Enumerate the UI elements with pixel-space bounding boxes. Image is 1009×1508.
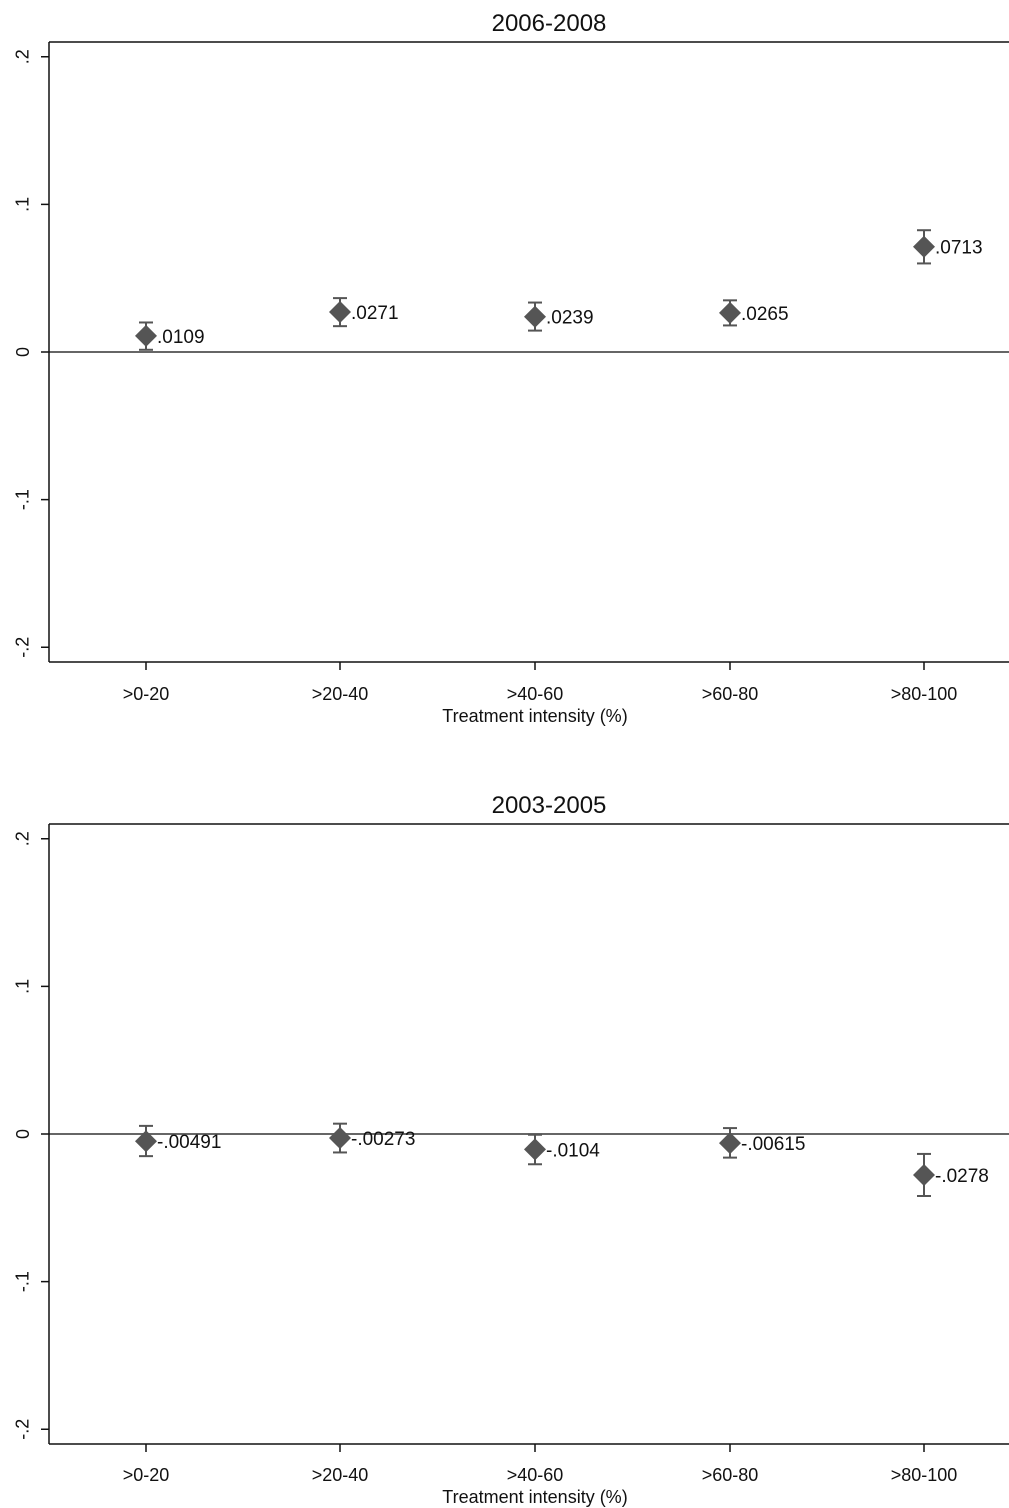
diamond-marker	[329, 1127, 351, 1150]
data-point-2: -.0104	[524, 1133, 600, 1166]
diamond-marker	[913, 235, 935, 258]
diamond-marker	[719, 301, 741, 324]
data-point-4: .0713	[913, 229, 983, 265]
data-point-3: -.00615	[719, 1127, 805, 1159]
x-tick-label: >0-20	[123, 1465, 170, 1485]
x-tick-label: >0-20	[123, 684, 170, 704]
diamond-marker	[135, 1130, 157, 1153]
data-label: .0271	[351, 303, 399, 324]
data-point-3: .0265	[719, 299, 789, 327]
y-tick-label: .2	[13, 49, 33, 64]
data-label: -.0104	[546, 1140, 600, 1161]
x-tick-label: >20-40	[312, 684, 369, 704]
data-label: .0109	[157, 327, 205, 348]
y-axis-ticks: -.2 -.1 0 .1 .2	[13, 831, 49, 1440]
x-tick-label: >40-60	[507, 1465, 564, 1485]
data-label: -.00615	[741, 1134, 805, 1155]
chart-title: 2006-2008	[492, 10, 607, 37]
data-point-2: .0239	[524, 301, 594, 332]
x-axis-ticks: >0-20 >20-40 >40-60 >60-80 >80-100	[123, 1444, 958, 1485]
x-tick-label: >60-80	[702, 1465, 759, 1485]
y-tick-label: -.1	[13, 1271, 33, 1292]
data-label: .0265	[741, 304, 789, 325]
x-tick-label: >60-80	[702, 684, 759, 704]
chart-panel-2003-2005: 2003-2005 -.2-.10.1.2 >0-20 >20-40 >40-60 >…	[13, 792, 1009, 1507]
data-label: -.00491	[157, 1132, 221, 1153]
y-tick-label: -.1	[13, 489, 33, 510]
x-axis-title: Treatment intensity (%)	[442, 1487, 627, 1507]
data-label: .0239	[546, 308, 594, 329]
y-tick-label: -.2	[13, 637, 33, 658]
diamond-marker	[524, 1138, 546, 1161]
y-tick-label: 0	[13, 347, 33, 357]
chart-title: 2003-2005	[492, 792, 607, 819]
data-label: -.0278	[935, 1166, 989, 1187]
x-tick-label: >20-40	[312, 1465, 369, 1485]
diamond-marker	[135, 324, 157, 347]
data-point-0: -.00491	[135, 1124, 221, 1158]
data-point-1: -.00273	[329, 1122, 415, 1154]
x-tick-label: >40-60	[507, 684, 564, 704]
y-tick-label: .2	[13, 831, 33, 846]
y-tick-label: -.2	[13, 1419, 33, 1440]
y-tick-label: 0	[13, 1129, 33, 1139]
data-point-0: .0109	[135, 321, 205, 351]
y-axis-ticks: -.2 -.1 0 .1 .2	[13, 49, 49, 658]
data-point-1: .0271	[329, 297, 399, 328]
diamond-marker	[524, 305, 546, 328]
diamond-marker	[719, 1132, 741, 1155]
data-label: -.00273	[351, 1129, 415, 1150]
diamond-marker	[913, 1164, 935, 1187]
y-tick-label: .1	[13, 197, 33, 212]
diamond-marker	[329, 300, 351, 323]
y-tick-label: .1	[13, 979, 33, 994]
x-axis-ticks: >0-20 >20-40 >40-60 >60-80 >80-100	[123, 662, 958, 704]
x-tick-label: >80-100	[891, 1465, 958, 1485]
x-axis-title: Treatment intensity (%)	[442, 706, 627, 726]
x-tick-label: >80-100	[891, 684, 958, 704]
chart-panel-2006-2008: 2006-2008 -.2-.10.1.2 >0-20 >20-40 >40-60 >…	[13, 10, 1009, 726]
data-point-4: -.0278	[913, 1152, 989, 1197]
data-points: .0109 .0271 .0239 .0265 .0713	[135, 229, 983, 351]
data-label: .0713	[935, 238, 983, 259]
data-points: -.00491 -.00273 -.0104 -.00615 -.0278	[135, 1122, 989, 1197]
